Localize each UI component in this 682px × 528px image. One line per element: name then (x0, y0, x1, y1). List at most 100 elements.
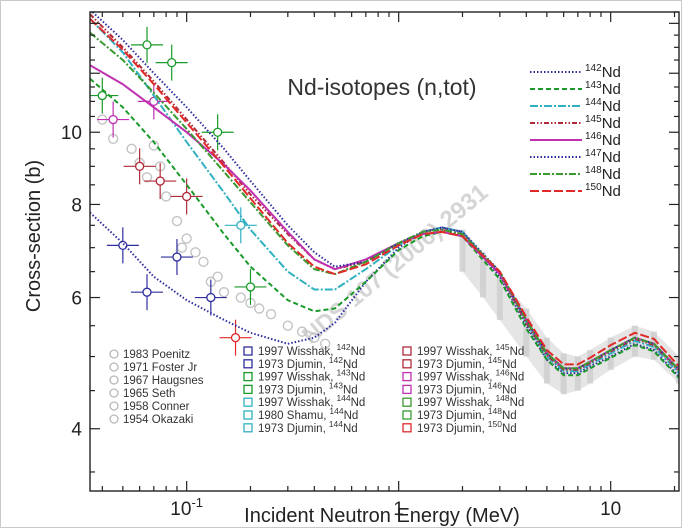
exp-data-point (108, 114, 118, 125)
legend-mass: 150 (585, 182, 602, 193)
exp-legend-label: 1973 Djumin, (417, 410, 485, 422)
exp-legend-label: 1983 Poenitz (123, 349, 190, 361)
exp-legend-element: Nd (343, 384, 358, 396)
legend-mass: 145 (585, 114, 602, 125)
legend-mass: 147 (585, 148, 602, 159)
grey-data-point (126, 143, 137, 155)
grey-data-point (190, 247, 201, 258)
legend-mass: 144 (585, 97, 602, 108)
exp-legend-element: Nd (510, 346, 525, 358)
exp-data-point (212, 127, 223, 137)
exp-legend-marker-grey (109, 388, 119, 398)
y-tick-label: 4 (71, 420, 82, 441)
grey-data-point (235, 292, 246, 303)
chart-title: Nd-isotopes (n,tot) (287, 74, 476, 100)
exp-legend-element: Nd (343, 359, 358, 371)
exp-legend-mass: 146 (488, 380, 502, 390)
exp-legend-element: Nd (502, 359, 517, 371)
exp-legend-mass: 143 (336, 368, 350, 378)
exp-legend-mass: 148 (495, 393, 509, 403)
exp-legend-marker-grey (109, 349, 119, 359)
exp-legend-label: 1965 Seth (123, 388, 175, 400)
exp-legend-mass: 145 (488, 355, 502, 365)
exp-legend-mass: 144 (336, 393, 350, 403)
y-tick-label: 10 (61, 123, 82, 144)
series-line-142Nd (90, 211, 679, 378)
grey-data-point (282, 320, 294, 331)
legend-entry-150Nd: 150Nd (585, 182, 621, 200)
exp-legend-mass: 142 (329, 355, 343, 365)
exp-legend-element: Nd (510, 397, 525, 409)
exp-legend-mass: 146 (495, 368, 509, 378)
exp-legend-label: 1973 Djumin, (417, 384, 485, 396)
legend-mass: 148 (585, 165, 602, 176)
exp-legend-label: 1997 Wisshak, (258, 372, 333, 384)
exp-data-point (206, 292, 216, 303)
exp-legend-mass: 142 (336, 342, 350, 352)
grey-data-point (181, 233, 192, 244)
grey-data-point (198, 256, 209, 268)
exp-legend-entry: 1997 Wisshak, 146Nd (417, 368, 524, 384)
exp-legend-element: Nd (344, 410, 359, 422)
exp-legend-element: Nd (502, 384, 517, 396)
exp-legend-element: Nd (351, 372, 366, 384)
exp-legend-entry: 1973 Djumin, 144Nd (258, 419, 358, 435)
exp-legend-label: 1954 Okazaki (123, 414, 193, 426)
exp-legend-element: Nd (502, 410, 517, 422)
legend-entry-147Nd: 147Nd (585, 148, 621, 166)
exp-legend-label: 1973 Djumin, (258, 423, 326, 435)
x-tick-label: 10-1 (170, 495, 203, 520)
legend-entry-145Nd: 145Nd (585, 114, 621, 132)
exp-legend-entry: 1997 Wisshak, 142Nd (258, 342, 365, 358)
series-line-148Nd (90, 31, 679, 371)
exp-legend-marker-grey (109, 414, 119, 424)
exp-data-point (155, 176, 165, 186)
exp-legend-marker (243, 410, 253, 420)
exp-legend-entry: 1973 Djumin, 143Nd (258, 380, 358, 396)
grey-data-point (309, 332, 320, 343)
grey-data-point (218, 286, 230, 298)
exp-legend-mass: 145 (495, 342, 509, 352)
legend-entry-146Nd: 146Nd (585, 131, 621, 149)
legend-element: Nd (602, 166, 621, 183)
exp-legend-marker (243, 359, 253, 369)
x-tick-label: 1 (393, 499, 404, 520)
exp-legend-element: Nd (510, 372, 525, 384)
legend-entry-148Nd: 148Nd (585, 165, 621, 183)
grey-data-point (254, 303, 265, 314)
exp-legend-marker (402, 359, 412, 369)
exp-legend-label: 1973 Djumin, (258, 359, 326, 371)
exp-legend-element: Nd (343, 423, 358, 435)
exp-legend-entry: 1973 Djumin, 148Nd (417, 406, 517, 422)
exp-legend-marker (402, 397, 412, 407)
exp-legend-mass: 150 (488, 419, 502, 429)
exp-legend-entry: 1997 Wisshak, 143Nd (258, 368, 365, 384)
legend-mass: 142 (585, 63, 602, 74)
grey-data-point (176, 242, 188, 253)
exp-legend-marker (402, 384, 412, 395)
legend-element: Nd (602, 115, 621, 132)
legend-mass: 146 (585, 131, 602, 142)
exp-legend-element: Nd (351, 346, 366, 358)
exp-legend-mass: 148 (488, 406, 502, 416)
exp-legend-entry: 1997 Wisshak, 148Nd (417, 393, 524, 409)
exp-data-point (245, 282, 256, 292)
exp-legend-marker (402, 346, 412, 356)
exp-legend-marker (243, 423, 253, 433)
y-axis-label: Cross-section (b) (23, 160, 45, 312)
exp-legend-label: 1997 Wisshak, (258, 346, 333, 358)
legend-element: Nd (602, 183, 621, 200)
y-axis-label-group: Cross-section (b) (23, 160, 45, 312)
exp-legend-marker-grey (109, 362, 119, 372)
exp-legend-label: 1973 Djumin, (258, 384, 326, 396)
series-line-144Nd (90, 18, 679, 374)
exp-legend-entry: 1980 Shamu, 144Nd (258, 406, 358, 422)
legend-element: Nd (602, 149, 621, 166)
exp-data-point (230, 333, 241, 343)
exp-data-point (167, 57, 177, 68)
exp-data-point (134, 161, 145, 171)
exp-legend-label: 1973 Djumin, (417, 359, 485, 371)
